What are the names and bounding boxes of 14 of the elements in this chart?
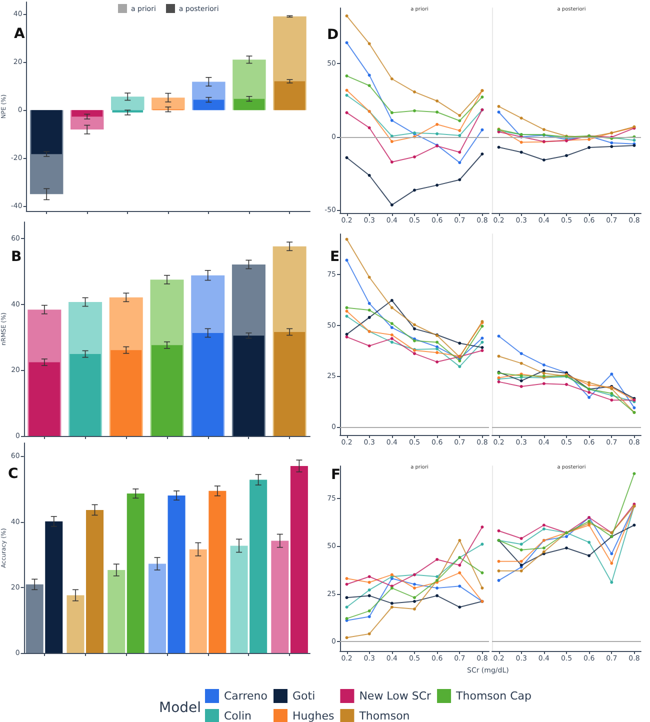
- legend-label: New Low SCr: [359, 690, 432, 702]
- legend-label: Goti: [292, 690, 316, 702]
- text: C: [8, 466, 18, 482]
- text: A: [14, 26, 25, 42]
- legend-label: Carreno: [224, 690, 268, 702]
- text: B: [11, 249, 22, 265]
- legend-label: Colin: [224, 710, 252, 722]
- legend-label: Thomson Cap: [455, 690, 532, 702]
- legend-label: Thomson: [358, 710, 410, 722]
- legend-title: Model: [159, 700, 202, 716]
- chart-title: F: [331, 467, 341, 483]
- text: E: [330, 249, 340, 265]
- legend-label: Hughes: [292, 710, 334, 722]
- text: D: [327, 27, 339, 43]
